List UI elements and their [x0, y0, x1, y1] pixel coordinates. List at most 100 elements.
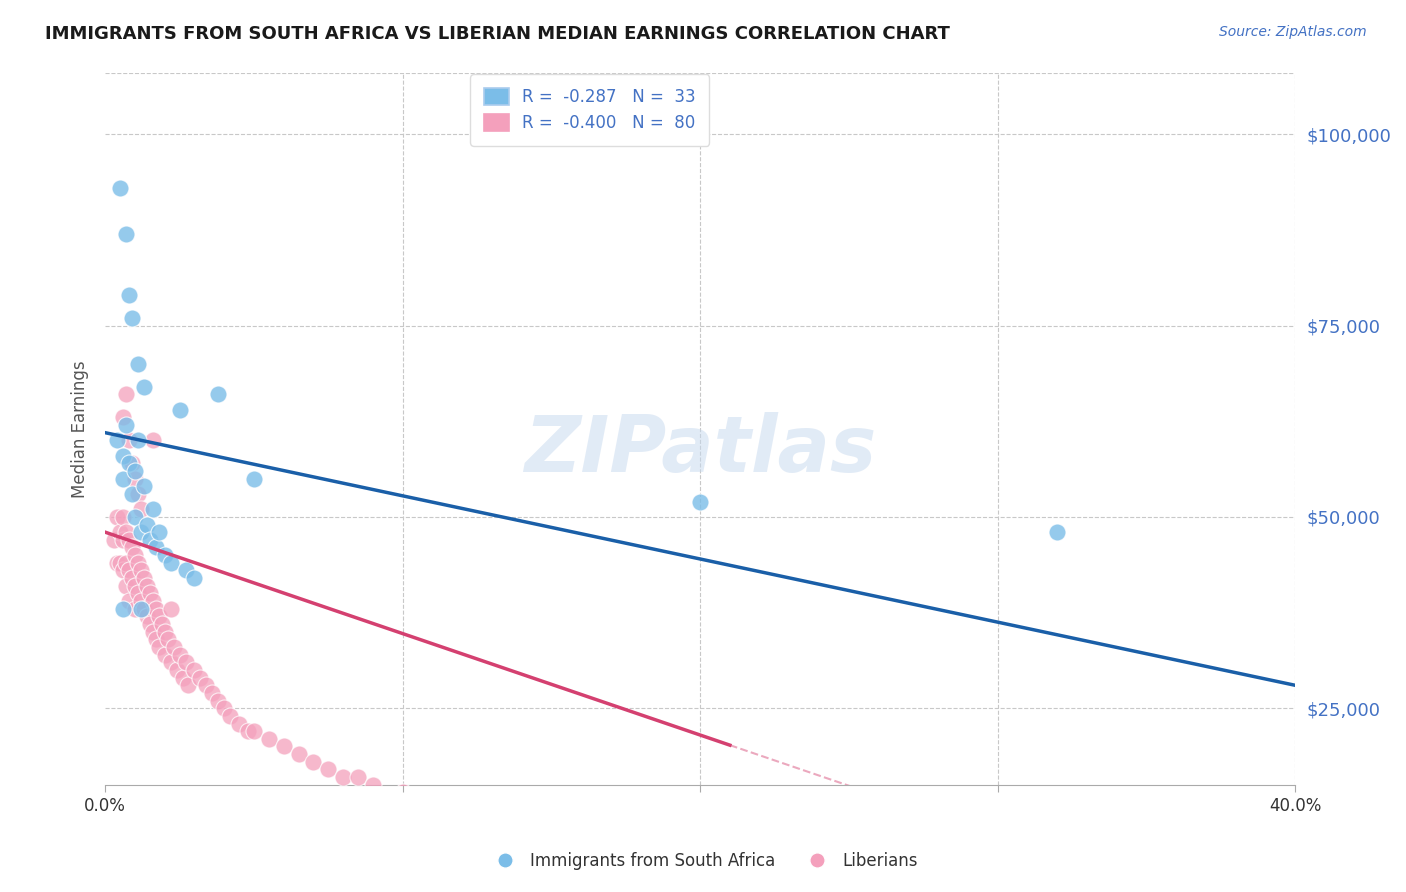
Point — [124, 472, 146, 486]
Point — [302, 755, 325, 769]
Point — [112, 564, 135, 578]
Point — [183, 571, 205, 585]
Point — [391, 785, 413, 799]
Point — [166, 663, 188, 677]
Text: IMMIGRANTS FROM SOUTH AFRICA VS LIBERIAN MEDIAN EARNINGS CORRELATION CHART: IMMIGRANTS FROM SOUTH AFRICA VS LIBERIAN… — [45, 25, 950, 43]
Point — [127, 357, 149, 371]
Point — [190, 671, 212, 685]
Point — [169, 648, 191, 662]
Point — [142, 624, 165, 639]
Point — [689, 831, 711, 846]
Point — [121, 487, 143, 501]
Point — [108, 556, 131, 570]
Point — [105, 556, 128, 570]
Point — [124, 601, 146, 615]
Point — [569, 816, 592, 830]
Point — [451, 801, 474, 815]
Point — [630, 823, 652, 838]
Point — [510, 808, 533, 822]
Point — [332, 770, 354, 784]
Point — [103, 533, 125, 547]
Point — [148, 640, 170, 654]
Point — [112, 449, 135, 463]
Point — [219, 709, 242, 723]
Point — [124, 509, 146, 524]
Point — [148, 525, 170, 540]
Point — [212, 701, 235, 715]
Point — [124, 464, 146, 478]
Point — [124, 548, 146, 562]
Point — [361, 778, 384, 792]
Text: ZIPatlas: ZIPatlas — [524, 412, 876, 488]
Point — [316, 763, 339, 777]
Point — [112, 533, 135, 547]
Legend: R =  -0.287   N =  33, R =  -0.400   N =  80: R = -0.287 N = 33, R = -0.400 N = 80 — [471, 74, 709, 145]
Point — [105, 509, 128, 524]
Point — [129, 525, 152, 540]
Point — [139, 617, 162, 632]
Point — [108, 181, 131, 195]
Point — [159, 655, 181, 669]
Point — [132, 571, 155, 585]
Point — [115, 227, 138, 241]
Point — [121, 310, 143, 325]
Point — [132, 601, 155, 615]
Point — [162, 640, 184, 654]
Legend: Immigrants from South Africa, Liberians: Immigrants from South Africa, Liberians — [482, 846, 924, 877]
Point — [129, 502, 152, 516]
Point — [169, 402, 191, 417]
Text: Source: ZipAtlas.com: Source: ZipAtlas.com — [1219, 25, 1367, 39]
Point — [207, 387, 229, 401]
Point — [121, 571, 143, 585]
Point — [207, 693, 229, 707]
Point — [142, 594, 165, 608]
Point — [118, 434, 141, 448]
Point — [139, 533, 162, 547]
Point — [195, 678, 218, 692]
Y-axis label: Median Earnings: Median Earnings — [72, 360, 89, 498]
Point — [145, 601, 167, 615]
Point — [174, 564, 197, 578]
Point — [121, 541, 143, 555]
Point — [112, 410, 135, 425]
Point — [347, 770, 370, 784]
Point — [127, 556, 149, 570]
Point — [183, 663, 205, 677]
Point — [142, 434, 165, 448]
Point — [174, 655, 197, 669]
Point — [129, 594, 152, 608]
Point — [132, 380, 155, 394]
Point — [135, 609, 157, 624]
Point — [135, 579, 157, 593]
Point — [127, 586, 149, 600]
Point — [689, 494, 711, 508]
Point — [159, 556, 181, 570]
Point — [159, 601, 181, 615]
Point — [257, 731, 280, 746]
Point — [243, 472, 266, 486]
Point — [172, 671, 194, 685]
Point — [124, 579, 146, 593]
Point — [118, 288, 141, 302]
Point — [145, 541, 167, 555]
Point — [129, 564, 152, 578]
Point — [228, 716, 250, 731]
Point — [115, 418, 138, 433]
Point — [135, 517, 157, 532]
Point — [156, 632, 179, 647]
Point — [121, 456, 143, 470]
Point — [177, 678, 200, 692]
Point — [287, 747, 309, 761]
Point — [118, 533, 141, 547]
Point — [139, 586, 162, 600]
Point — [153, 624, 176, 639]
Point — [118, 594, 141, 608]
Point — [132, 479, 155, 493]
Point — [129, 601, 152, 615]
Point — [201, 686, 224, 700]
Point — [112, 509, 135, 524]
Point — [127, 487, 149, 501]
Point — [112, 472, 135, 486]
Point — [127, 434, 149, 448]
Point — [236, 724, 259, 739]
